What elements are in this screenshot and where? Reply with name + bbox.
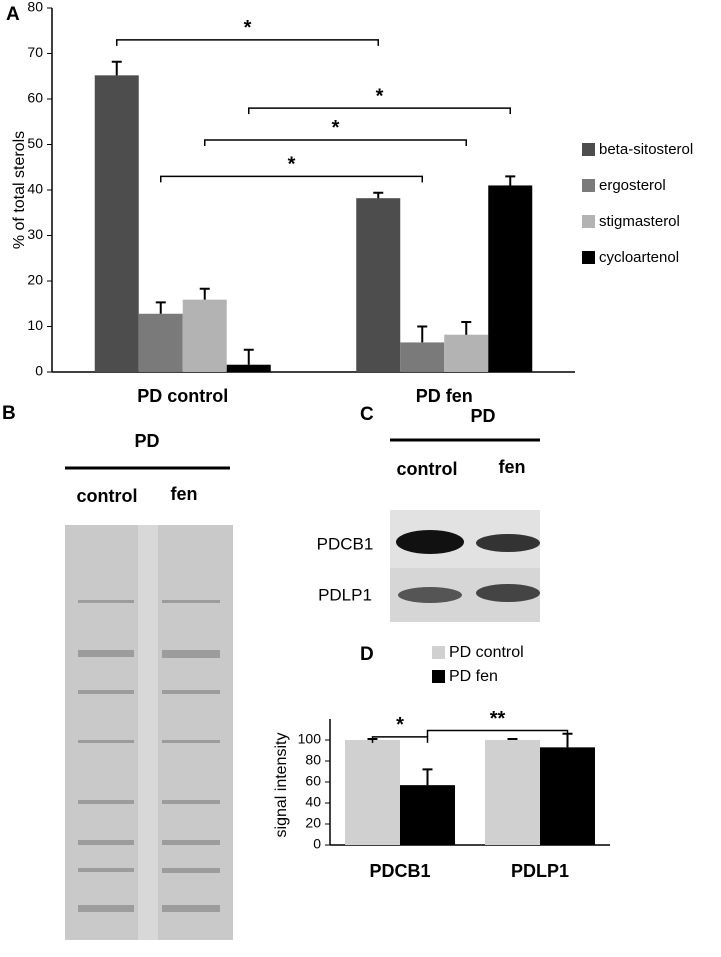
group-label: PD (470, 406, 495, 426)
panel-label: A (6, 4, 20, 25)
error-bar (243, 348, 254, 365)
legend-label: cycloartenol (599, 249, 679, 266)
bar (485, 740, 540, 845)
y-tick-label: 10 (27, 317, 43, 333)
lane-label: fen (499, 457, 526, 477)
y-tick-label: 40 (27, 181, 43, 197)
error-bar (461, 320, 472, 335)
error-bar (417, 325, 428, 343)
significance-label: * (244, 17, 252, 39)
error-bar (507, 737, 518, 740)
error-bar (422, 768, 433, 786)
error-bar (111, 60, 122, 76)
blot-image (390, 510, 540, 622)
x-tick-label: PDCB1 (369, 861, 430, 881)
panel-label: C (360, 404, 374, 425)
y-tick-label: 20 (305, 815, 321, 831)
legend-label: ergosterol (599, 177, 666, 194)
error-bar (199, 287, 210, 300)
y-tick-label: 20 (27, 272, 43, 288)
y-axis-label: signal intensity (273, 733, 290, 838)
gel-image (65, 525, 233, 940)
bar (182, 299, 227, 372)
y-tick-label: 50 (27, 135, 43, 151)
significance-bracket (160, 175, 423, 183)
legend-swatch (432, 670, 445, 683)
significance-bracket (426, 729, 569, 737)
group-label: PD (134, 431, 159, 451)
y-axis-label: % of total sterols (11, 131, 28, 249)
y-tick-label: 80 (27, 0, 43, 15)
protein-label: PDLP1 (318, 585, 372, 604)
x-tick-label: PD fen (416, 386, 473, 406)
legend-swatch (582, 251, 595, 264)
y-tick-label: 100 (298, 731, 322, 747)
legend-swatch (582, 143, 595, 156)
bar (345, 740, 400, 845)
significance-label: * (396, 714, 404, 736)
legend-swatch (432, 646, 445, 659)
panel-label: B (2, 403, 16, 424)
legend-label: stigmasterol (599, 213, 680, 230)
bar (138, 313, 183, 372)
legend-label: beta-sitosterol (599, 141, 693, 158)
y-tick-label: 0 (35, 363, 43, 379)
y-tick-label: 70 (27, 44, 43, 60)
significance-bracket (204, 139, 467, 146)
protein-label: PDCB1 (317, 534, 374, 553)
lane-label: control (77, 486, 138, 506)
bar (356, 198, 401, 372)
legend-swatch (582, 179, 595, 192)
bar (540, 747, 595, 845)
lane-label: control (397, 459, 458, 479)
error-bar (373, 191, 384, 199)
bar (400, 342, 445, 372)
legend-swatch (582, 215, 595, 228)
significance-bracket (248, 107, 511, 115)
panel-label: D (360, 644, 374, 665)
significance-label: * (376, 85, 384, 107)
significance-label: * (332, 117, 340, 139)
legend-label: PD control (449, 644, 524, 661)
y-tick-label: 80 (305, 752, 321, 768)
significance-label: ** (490, 708, 506, 730)
error-bar (155, 301, 166, 314)
bar (400, 785, 455, 845)
lane-label: fen (171, 484, 198, 504)
y-tick-label: 30 (27, 226, 43, 242)
bar (488, 185, 533, 372)
legend-label: PD fen (449, 668, 498, 685)
error-bar (505, 175, 516, 186)
y-tick-label: 40 (305, 794, 321, 810)
significance-label: * (288, 154, 296, 176)
bar (444, 334, 489, 372)
bar (94, 75, 139, 372)
y-tick-label: 60 (305, 773, 321, 789)
significance-bracket (116, 39, 379, 46)
significance-bracket (371, 736, 429, 743)
x-tick-label: PDLP1 (511, 861, 569, 881)
y-tick-label: 60 (27, 90, 43, 106)
bar (226, 364, 271, 372)
y-tick-label: 0 (313, 836, 321, 852)
x-tick-label: PD control (137, 386, 228, 406)
